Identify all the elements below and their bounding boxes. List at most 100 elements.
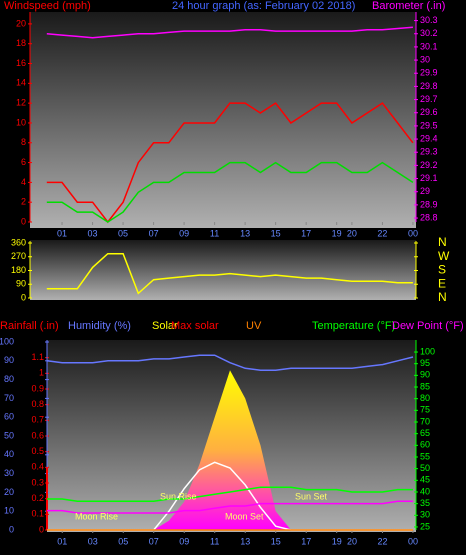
y2-tick-label: N	[438, 290, 447, 304]
y3-tick-label: 0.8	[31, 399, 44, 409]
y2-tick-label: 29.5	[420, 120, 438, 130]
y2-label: Barometer (.in)	[372, 0, 445, 12]
legend-entry: Humidity (%)	[68, 320, 131, 332]
y2-tick-label: 29.2	[420, 160, 438, 170]
y-tick-label: 30	[4, 468, 14, 478]
series-line	[47, 500, 413, 514]
y2-tick-label: 30.3	[420, 15, 438, 25]
x-tick-label: 15	[271, 536, 281, 546]
x-tick-label: 03	[88, 228, 98, 238]
x-tick-label: 00	[408, 536, 418, 546]
y2-tick-label: 95	[420, 358, 430, 368]
y-tick-label: 18	[16, 38, 26, 48]
y3-tick-label: 0.2	[31, 493, 44, 503]
y-tick-label: 90	[4, 355, 14, 365]
x-tick-label: 22	[377, 536, 387, 546]
y-label: Windspeed (mph)	[4, 0, 91, 12]
y2-tick-label: 45	[420, 475, 430, 485]
y-tick-label: 20	[16, 18, 26, 28]
y-tick-label: 14	[16, 78, 26, 88]
y2-tick-label: 29.9	[420, 68, 438, 78]
y2-tick-label: 29.3	[420, 147, 438, 157]
legend-entry: Solar	[152, 320, 178, 332]
x-tick-label: 19	[332, 536, 342, 546]
y3-tick-label: 0.3	[31, 477, 44, 487]
y2-tick-label: 70	[420, 416, 430, 426]
x-tick-label: 22	[377, 228, 387, 238]
y-tick-label: 16	[16, 58, 26, 68]
y2-tick-label: 60	[420, 440, 430, 450]
x-tick-label: 20	[347, 228, 357, 238]
y2-tick-label: 40	[420, 486, 430, 496]
y2-tick-label: W	[438, 249, 450, 263]
x-tick-label: 01	[57, 228, 67, 238]
series-line	[46, 354, 414, 371]
annotation: Moon Set	[225, 511, 264, 521]
annotation: Sun Set	[295, 491, 328, 501]
x-tick-label: 05	[118, 536, 128, 546]
y2-tick-label: 85	[420, 381, 430, 391]
legend-entry: Max solar	[171, 320, 219, 332]
y-tick-label: 0	[21, 292, 26, 302]
y2-tick-label: N	[438, 235, 447, 249]
y3-tick-label: 0.9	[31, 383, 44, 393]
series-line	[46, 252, 413, 295]
y2-tick-label: 29.6	[420, 107, 438, 117]
y2-tick-label: 30	[420, 54, 430, 64]
x-tick-label: 11	[210, 536, 219, 546]
y3-tick-label: 0	[39, 524, 44, 534]
y-tick-label: 10	[4, 506, 14, 516]
y-tick-label: 2	[21, 197, 26, 207]
panel-direction	[30, 240, 416, 300]
y3-tick-label: 0.5	[31, 446, 44, 456]
y3-tick-label: 0.1	[31, 509, 44, 519]
y2-tick-label: 30	[420, 510, 430, 520]
y-tick-label: 10	[16, 117, 26, 127]
x-tick-label: 05	[118, 228, 128, 238]
y2-tick-label: 29.8	[420, 81, 438, 91]
y2-tick-label: 29.4	[420, 133, 438, 143]
y-tick-label: 80	[4, 374, 14, 384]
x-tick-label: 17	[301, 228, 311, 238]
y-tick-label: 20	[4, 487, 14, 497]
series-line	[46, 161, 414, 223]
x-tick-label: 20	[347, 536, 357, 546]
y2-tick-label: 29.1	[420, 173, 438, 183]
x-tick-label: 07	[149, 536, 159, 546]
y2-tick-label: 29.7	[420, 94, 438, 104]
y3-tick-label: 0.4	[31, 462, 44, 472]
legend-entry: Dew Point (°F)	[392, 320, 464, 332]
legend-entry: Rainfall (.in)	[0, 320, 59, 332]
x-tick-label: 15	[271, 228, 281, 238]
x-tick-label: 13	[240, 228, 250, 238]
y-tick-label: 8	[21, 137, 26, 147]
y2-tick-label: 25	[420, 521, 430, 531]
y-tick-label: 50	[4, 430, 14, 440]
y-tick-label: 90	[16, 279, 26, 289]
y2-tick-label: 35	[420, 498, 430, 508]
y2-tick-label: 29	[420, 186, 430, 196]
x-tick-label: 19	[332, 228, 342, 238]
x-tick-label: 00	[408, 228, 418, 238]
y2-tick-label: 28.8	[420, 212, 438, 222]
y2-tick-label: 75	[420, 405, 430, 415]
legend-entry: Temperature (°F)	[312, 320, 395, 332]
y-tick-label: 12	[16, 98, 26, 108]
series-line	[46, 26, 413, 39]
y2-tick-label: 55	[420, 451, 430, 461]
annotation: Moon Rise	[75, 511, 118, 521]
y-tick-label: 0	[21, 216, 26, 226]
y-tick-label: 100	[0, 336, 14, 346]
y2-tick-label: S	[438, 263, 446, 277]
y-tick-label: 40	[4, 449, 14, 459]
y-tick-label: 6	[21, 157, 26, 167]
x-tick-label: 11	[210, 228, 219, 238]
y-tick-label: 60	[4, 412, 14, 422]
y-tick-label: 0	[9, 524, 14, 534]
y-tick-label: 4	[21, 177, 26, 187]
y-tick-label: 70	[4, 393, 14, 403]
chart-title: 24 hour graph (as: February 02 2018)	[172, 0, 355, 12]
y2-tick-label: 30.2	[420, 28, 438, 38]
y-tick-label: 270	[11, 251, 26, 261]
